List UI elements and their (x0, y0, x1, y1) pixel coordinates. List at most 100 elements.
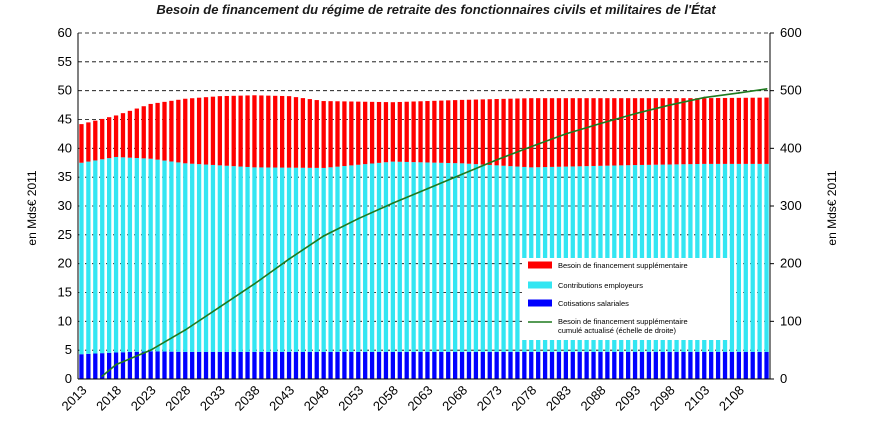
bar-segment-cotisations (688, 351, 693, 379)
bar-segment-cotisations (695, 351, 700, 379)
bar-segment-cotisations (439, 351, 444, 379)
bar-segment-contributions (86, 161, 91, 354)
bar-segment-contributions (245, 166, 250, 352)
bar-segment-cotisations (411, 351, 416, 379)
bar-segment-besoin (390, 102, 396, 162)
bar-segment-cotisations (646, 351, 652, 379)
bar-segment-cotisations (529, 351, 534, 379)
bar-segment-cotisations (203, 351, 209, 379)
cumulative-line-point (288, 258, 290, 260)
bar-segment-contributions (369, 163, 375, 352)
bar-segment-cotisations (390, 351, 396, 379)
bar-segment-besoin (106, 117, 112, 159)
bar-segment-besoin (660, 98, 665, 165)
bar-segment-cotisations (715, 351, 721, 379)
bar-segment-besoin (542, 98, 548, 168)
bar-segment-contributions (183, 163, 188, 352)
bar-segment-besoin (480, 99, 485, 165)
bar-segment-cotisations (709, 351, 714, 379)
bar-segment-besoin (722, 97, 728, 164)
bar-segment-contributions (169, 161, 174, 352)
legend-swatch (528, 281, 552, 289)
bar-segment-besoin (487, 99, 492, 165)
bar-segment-besoin (625, 98, 631, 166)
bar-segment-besoin (653, 98, 658, 165)
cumulative-line-point (149, 349, 152, 352)
bar-segment-besoin (432, 100, 437, 163)
bar-segment-cotisations (473, 351, 479, 379)
x-tick-label: 2103 (681, 383, 712, 414)
cumulative-line-point (357, 217, 360, 220)
bar-segment-besoin (383, 102, 389, 163)
bar-segment-contributions (273, 167, 278, 352)
bar-segment-besoin (86, 122, 91, 162)
bar-segment-cotisations (757, 351, 762, 379)
y-tick-label-left: 20 (58, 256, 72, 271)
legend-swatch (528, 299, 552, 307)
x-tick-label: 2108 (716, 383, 747, 414)
y-axis-label-left: en Mds€ 2011 (25, 170, 39, 245)
bar-segment-contributions (293, 167, 299, 352)
bar-segment-contributions (106, 158, 112, 353)
bar-segment-cotisations (605, 351, 610, 379)
cumulative-line-point (253, 282, 256, 285)
bar-segment-besoin (93, 120, 98, 161)
bar-segment-besoin (279, 95, 285, 168)
y-tick-label-right: 600 (780, 25, 802, 40)
bar-segment-contributions (155, 159, 160, 352)
bar-segment-cotisations (134, 351, 139, 379)
bar-segment-contributions (501, 165, 506, 352)
bar-segment-besoin (169, 100, 174, 162)
bar-segment-besoin (612, 98, 617, 166)
bar-segment-besoin (238, 95, 243, 167)
bar-segment-contributions (425, 162, 430, 352)
bar-segment-cotisations (321, 351, 326, 379)
bar-segment-besoin (446, 100, 451, 163)
x-tick-label: 2058 (370, 383, 401, 414)
bar-segment-contributions (210, 164, 216, 352)
y-tick-label-left: 55 (58, 54, 72, 69)
bar-segment-besoin (113, 115, 119, 157)
bar-segment-contributions (342, 166, 347, 352)
bar-segment-cotisations (681, 351, 686, 379)
bar-segment-contributions (757, 163, 762, 352)
bar-segment-besoin (252, 95, 257, 168)
bar-segment-contributions (176, 162, 181, 352)
bar-segment-besoin (328, 101, 333, 168)
bar-segment-besoin (598, 98, 603, 166)
bar-segment-besoin (376, 101, 382, 163)
legend: Besoin de financement supplémentaire Cont… (522, 258, 730, 340)
y-tick-label-left: 50 (58, 83, 72, 98)
bar-segment-besoin (231, 95, 236, 167)
bar-segment-besoin (307, 99, 312, 168)
bar-segment-cotisations (743, 351, 748, 379)
bar-segment-cotisations (480, 351, 485, 379)
bar-segment-cotisations (224, 351, 229, 379)
bar-segment-besoin (127, 110, 133, 158)
bar-segment-besoin (425, 101, 430, 163)
bar-segment-besoin (349, 101, 354, 166)
bar-segment-contributions (722, 163, 728, 352)
y-tick-label-left: 30 (58, 198, 72, 213)
bar-segment-contributions (349, 165, 354, 352)
cumulative-line-point (703, 96, 706, 99)
x-tick-label: 2083 (543, 383, 574, 414)
bar-segment-cotisations (632, 351, 638, 379)
bar-segment-besoin (750, 97, 755, 164)
bar-segment-contributions (480, 164, 485, 352)
x-tick-label: 2068 (439, 383, 470, 414)
x-tick-label: 2093 (612, 383, 643, 414)
bar-segment-besoin (466, 99, 472, 164)
bar-segment-besoin (522, 98, 527, 167)
bar-segment-contributions (141, 158, 146, 352)
bar-segment-besoin (563, 98, 569, 167)
bar-segment-cotisations (356, 351, 361, 379)
cumulative-line-point (426, 187, 429, 190)
chart-title: Besoin de financement du régime de retra… (156, 2, 716, 17)
bar-segment-contributions (252, 167, 257, 352)
bar-segment-contributions (196, 164, 202, 352)
bar-segment-besoin (736, 97, 742, 164)
bar-segment-besoin (556, 98, 562, 167)
bar-segment-cotisations (508, 351, 513, 379)
bar-segment-cotisations (556, 351, 562, 379)
